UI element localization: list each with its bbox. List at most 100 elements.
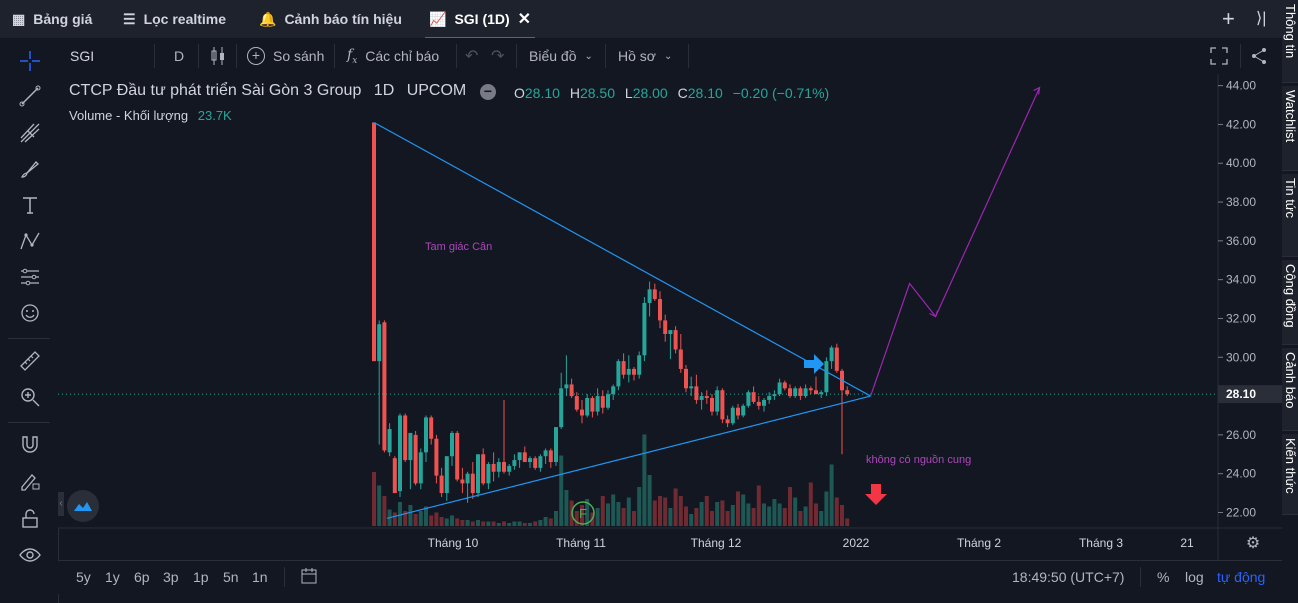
rtab-kien-thuc[interactable]: Kiến thức — [1282, 434, 1298, 515]
volume-bar — [647, 475, 652, 526]
pitchfork-icon[interactable] — [17, 120, 43, 146]
collapse-toolbar-button[interactable]: ‹ — [58, 492, 64, 516]
volume-bar — [715, 502, 720, 526]
magnet-icon[interactable] — [17, 432, 43, 458]
red-arrow-down-icon — [865, 484, 887, 505]
range-5y[interactable]: 5y — [76, 569, 91, 585]
range-6p[interactable]: 6p — [134, 569, 150, 585]
interval-button[interactable]: D — [174, 38, 184, 74]
volume-bar — [793, 497, 798, 526]
volume-bar — [658, 496, 662, 526]
pencil-lock-icon[interactable] — [17, 468, 43, 494]
range-1n[interactable]: 1n — [252, 569, 268, 585]
price-chart-svg[interactable]: 44.00 42.00 40.00 38.00 36.00 34.00 32.00 30.00… — [58, 74, 1282, 560]
fullscreen-icon[interactable] — [1210, 38, 1228, 74]
function-icon: fx — [347, 46, 358, 66]
tab-loc-realtime[interactable]: ☰ Lọc realtime — [123, 6, 226, 32]
rtab-thong-tin[interactable]: Thông tin — [1282, 0, 1298, 83]
percent-toggle[interactable]: % — [1157, 569, 1170, 585]
ruler-icon[interactable] — [17, 348, 43, 374]
rtab-label: Cộng đồng — [1283, 264, 1298, 328]
range-5n[interactable]: 5n — [223, 569, 239, 585]
volume-bar — [564, 490, 569, 526]
toolbar-divider — [1240, 44, 1241, 68]
chart-area[interactable]: 44.00 42.00 40.00 38.00 36.00 34.00 32.00 30.00… — [58, 74, 1282, 560]
auto-scale-toggle[interactable]: tự động — [1217, 569, 1266, 585]
range-3p[interactable]: 3p — [163, 569, 179, 585]
compare-button[interactable]: + So sánh — [247, 38, 324, 74]
indicators-button[interactable]: fx Các chỉ báo — [347, 38, 439, 74]
x-tick-label: Tháng 11 — [556, 536, 606, 550]
candle-body — [658, 299, 662, 321]
volume-bar — [580, 505, 584, 526]
candle-body — [694, 386, 699, 400]
pattern-icon[interactable] — [17, 228, 43, 254]
undo-icon[interactable]: ↶ — [465, 48, 479, 65]
rtab-cong-dong[interactable]: Cộng đồng — [1282, 260, 1298, 345]
tab-bang-gia[interactable]: ▦ Bảng giá — [12, 6, 92, 32]
rtab-watchlist[interactable]: Watchlist — [1282, 86, 1298, 171]
close-icon[interactable]: ✕ — [517, 11, 532, 28]
candle-body — [465, 473, 470, 484]
candle-body — [704, 396, 709, 399]
candle-body — [632, 368, 636, 375]
volume-bar — [413, 514, 418, 526]
zoom-in-icon[interactable] — [17, 384, 43, 410]
candle-body — [450, 432, 454, 457]
brush-icon[interactable] — [17, 156, 43, 182]
candle-body — [429, 417, 434, 439]
symbol-search[interactable]: SGI — [70, 38, 94, 74]
candle-body — [642, 302, 647, 356]
profile-dropdown[interactable]: Hồ sơ ⌄ — [618, 38, 672, 74]
text-tool-icon[interactable] — [17, 192, 43, 218]
forecast-icon[interactable] — [17, 264, 43, 290]
volume-bar — [392, 512, 397, 526]
tab-sgi-chart[interactable]: 📈 SGI (1D) ✕ — [424, 6, 536, 39]
hide-legend-button[interactable]: − — [480, 84, 496, 100]
settings-gear-icon[interactable]: ⚙ — [1246, 535, 1260, 552]
log-toggle[interactable]: log — [1185, 569, 1204, 585]
cloud-logo-icon[interactable] — [67, 490, 99, 522]
volume-bar — [470, 521, 475, 526]
volume-bar — [730, 505, 735, 526]
volume-bar — [710, 511, 714, 526]
toolbar-divider — [284, 567, 285, 587]
calendar-icon[interactable] — [300, 567, 318, 588]
candle-body — [736, 407, 740, 416]
trend-line-icon[interactable] — [17, 83, 43, 109]
redo-icon[interactable]: ↷ — [491, 48, 505, 65]
candle-body — [819, 392, 824, 395]
tab-canh-bao[interactable]: 🔔 Cảnh báo tín hiệu — [259, 6, 402, 32]
eye-icon[interactable] — [17, 542, 43, 568]
rtab-label: Watchlist — [1283, 90, 1298, 143]
candle-body — [517, 452, 522, 461]
triangle-annotation: Tam giác Cân — [425, 241, 492, 253]
range-1p[interactable]: 1p — [193, 569, 209, 585]
chart-type-dropdown[interactable]: Biểu đồ ⌄ — [529, 38, 593, 74]
volume-bar — [548, 518, 553, 526]
candle-body — [699, 396, 704, 400]
rtab-tin-tuc[interactable]: Tin tức — [1282, 174, 1298, 257]
volume-bar — [585, 499, 590, 526]
add-tab-button[interactable]: + — [1222, 6, 1235, 31]
volume-bar — [673, 488, 678, 526]
lock-icon[interactable] — [17, 506, 43, 532]
candle-body — [564, 384, 569, 389]
candle-body — [673, 330, 678, 350]
candle-body — [652, 289, 657, 300]
rtab-canh-bao[interactable]: Cảnh báo — [1282, 348, 1298, 431]
emoji-icon[interactable] — [17, 300, 43, 326]
crosshair-icon[interactable] — [17, 48, 43, 74]
share-icon[interactable] — [1250, 38, 1268, 74]
volume-bar — [663, 497, 668, 526]
volume-bar — [450, 515, 454, 526]
candle-style-icon[interactable] — [210, 38, 226, 74]
collapse-panel-button[interactable]: ⟩| — [1256, 10, 1267, 27]
volume-bar — [788, 487, 792, 526]
candle-body — [621, 361, 626, 375]
toolbar-divider — [334, 44, 335, 68]
range-1y[interactable]: 1y — [105, 569, 120, 585]
candle-body — [569, 384, 574, 397]
x-tick-label: Tháng 12 — [691, 536, 742, 550]
